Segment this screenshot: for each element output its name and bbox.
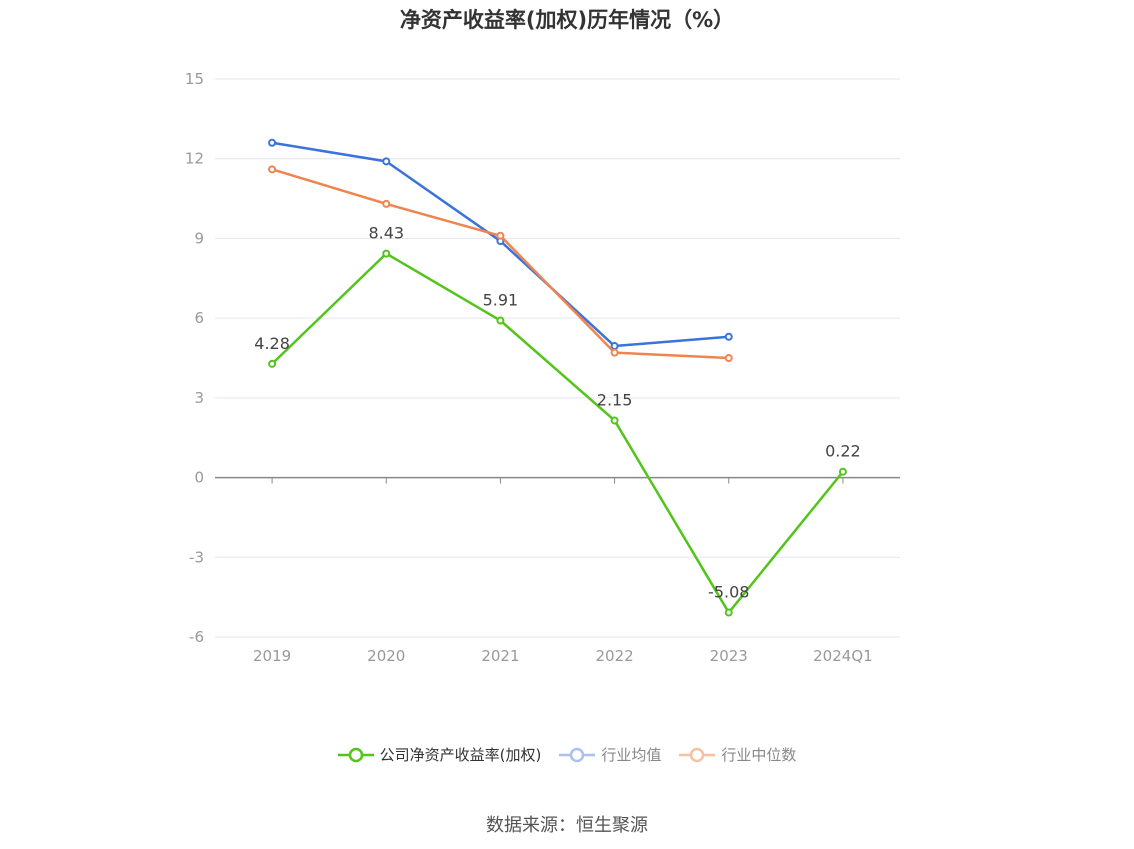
- data-point-1: [268, 138, 277, 147]
- y-tick-label: 6: [194, 309, 204, 327]
- legend-marker-icon: [679, 747, 716, 762]
- legend-marker-icon: [559, 747, 596, 762]
- legend-item-company[interactable]: 公司净资产收益率(加权): [337, 744, 542, 765]
- legend-item-industry-avg[interactable]: 行业均值: [559, 744, 661, 765]
- series-line-0: [271, 252, 844, 614]
- y-tick-label: 0: [194, 469, 204, 487]
- chart-title: 净资产收益率(加权)历年情况（%）: [399, 8, 735, 32]
- x-tick-label: 2023: [710, 647, 748, 665]
- data-point-2: [610, 348, 619, 357]
- data-point-2: [724, 354, 733, 362]
- data-label: 2.15: [597, 390, 633, 409]
- data-label: -5.08: [708, 583, 749, 602]
- data-point-0: [496, 316, 505, 325]
- y-tick-label: 3: [194, 389, 204, 407]
- y-tick-label: -6: [189, 628, 204, 646]
- data-point-1: [724, 332, 733, 341]
- data-point-1: [382, 157, 391, 166]
- data-source: 数据来源：恒生聚源: [486, 815, 648, 836]
- data-point-1: [610, 342, 619, 351]
- y-tick-label: 15: [185, 70, 204, 88]
- data-point-2: [268, 165, 277, 174]
- data-point-0: [838, 467, 847, 476]
- x-tick-label: 2020: [367, 647, 405, 665]
- legend: 公司净资产收益率(加权) 行业均值 行业中位数: [0, 744, 1134, 765]
- data-point-0: [610, 416, 619, 425]
- series-line-2: [271, 168, 729, 360]
- data-label: 5.91: [483, 291, 519, 310]
- data-point-0: [268, 359, 277, 368]
- legend-label-industry-median: 行业中位数: [721, 746, 797, 764]
- data-point-0: [382, 249, 391, 258]
- y-tick-label: 9: [194, 229, 204, 247]
- data-label: 0.22: [825, 442, 861, 461]
- legend-label-company: 公司净资产收益率(加权): [379, 746, 542, 764]
- data-label: 4.28: [254, 334, 290, 353]
- x-tick-label: 2024Q1: [813, 647, 873, 665]
- data-point-0: [724, 608, 733, 617]
- data-point-2: [496, 231, 505, 240]
- x-tick-label: 2021: [481, 647, 519, 665]
- data-label: 8.43: [368, 224, 404, 243]
- y-tick-label: -3: [189, 548, 204, 566]
- data-point-2: [382, 199, 391, 208]
- x-tick-label: 2019: [253, 647, 291, 665]
- y-tick-label: 12: [185, 150, 204, 168]
- legend-item-industry-median[interactable]: 行业中位数: [679, 744, 796, 765]
- x-tick-label: 2022: [595, 647, 633, 665]
- legend-label-industry-avg: 行业均值: [601, 746, 662, 764]
- legend-marker-icon: [337, 747, 374, 762]
